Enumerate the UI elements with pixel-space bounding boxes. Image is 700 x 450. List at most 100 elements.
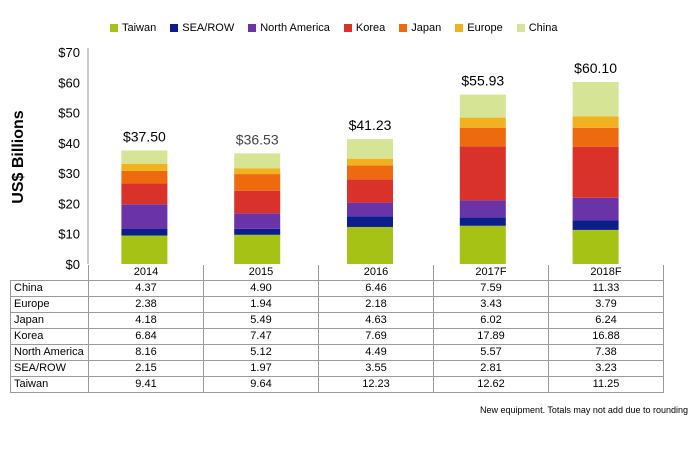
bar-total-label: $36.53 <box>236 131 279 147</box>
table-row-label: Korea <box>10 328 89 345</box>
table-cell: 2.15 <box>88 360 204 377</box>
footnote: New equipment. Totals may not add due to… <box>480 405 688 415</box>
bar-segment-china <box>234 153 281 169</box>
bar-segment-europe <box>459 117 506 128</box>
legend-swatch <box>399 24 408 32</box>
table-corner <box>10 265 89 281</box>
bar-segment-korea <box>572 146 619 198</box>
bar-segment-europe <box>347 158 393 166</box>
table-row: Taiwan 9.41 9.64 12.23 12.62 11.25 <box>10 376 664 393</box>
y-tick-label: $50 <box>58 106 80 121</box>
table-cell: 4.49 <box>318 344 434 361</box>
table-row: SEA/ROW 2.15 1.97 3.55 2.81 3.23 <box>10 360 664 377</box>
table-row: North America 8.16 5.12 4.49 5.57 7.38 <box>10 344 664 361</box>
legend-item: Korea <box>343 22 386 34</box>
bar-segment-japan <box>234 174 281 191</box>
bar-segment-north-america <box>347 202 393 217</box>
table-cell: 8.16 <box>88 344 204 361</box>
y-tick-label: $20 <box>58 196 80 211</box>
legend-swatch <box>170 24 179 32</box>
table-cell: 1.97 <box>203 360 319 377</box>
chart-legend: Taiwan SEA/ROW North America Korea Japan Euro… <box>110 22 557 34</box>
table-row-label: Japan <box>10 312 89 329</box>
table-cell: 16.88 <box>548 328 664 345</box>
bar-total-label: $55.93 <box>461 73 504 89</box>
y-tick-label: $30 <box>58 166 80 181</box>
bar-total-label: $60.10 <box>574 60 617 76</box>
legend-swatch <box>343 24 352 32</box>
table-cell: 7.47 <box>203 328 319 345</box>
table-cell: 4.18 <box>88 312 204 329</box>
y-tick-label: $40 <box>58 136 80 151</box>
data-table: 2014 2015 2016 2017F 2018F China 4.37 4.90 6.46 7… <box>10 265 664 393</box>
legend-label: Japan <box>411 22 442 34</box>
table-column-header: 2018F <box>548 265 664 281</box>
bar-segment-japan <box>121 170 168 184</box>
table-row-label: Taiwan <box>10 376 89 393</box>
legend-swatch <box>248 24 257 32</box>
table-column-header: 2015 <box>203 265 319 281</box>
table-cell: 4.37 <box>88 280 204 297</box>
legend-item: China <box>516 22 558 34</box>
bar-segment-taiwan <box>572 229 619 264</box>
table-row: Japan 4.18 5.49 4.63 6.02 6.24 <box>10 312 664 329</box>
table-cell: 9.41 <box>88 376 204 393</box>
bar-segment-north-america <box>459 200 506 218</box>
table-cell: 2.81 <box>433 360 549 377</box>
table-cell: 17.89 <box>433 328 549 345</box>
table-cell: 1.94 <box>203 296 319 313</box>
bar-segment-japan <box>572 127 619 147</box>
legend-item: North America <box>248 22 330 34</box>
table-cell: 3.55 <box>318 360 434 377</box>
legend-label: Taiwan <box>122 22 157 34</box>
table-cell: 12.62 <box>433 376 549 393</box>
table-row-label: SEA/ROW <box>10 360 89 377</box>
bar-segment-korea <box>459 146 506 201</box>
legend-label: North America <box>260 22 330 34</box>
bar-segment-sea-row <box>459 217 506 226</box>
table-column-header: 2014 <box>88 265 204 281</box>
legend-label: China <box>528 22 558 34</box>
table-cell: 12.23 <box>318 376 434 393</box>
legend-item: Japan <box>399 22 441 34</box>
bar-segment-europe <box>234 168 281 175</box>
table-row: China 4.37 4.90 6.46 7.59 11.33 <box>10 280 664 297</box>
bar-segment-japan <box>459 127 506 147</box>
table-cell: 5.12 <box>203 344 319 361</box>
table-row-label: China <box>10 280 89 297</box>
bar-segment-sea-row <box>234 228 281 235</box>
table-cell: 6.84 <box>88 328 204 345</box>
legend-swatch <box>516 24 525 32</box>
bar-segment-taiwan <box>234 234 281 264</box>
table-column-header: 2016 <box>318 265 434 281</box>
table-row: Korea 6.84 7.47 7.69 17.89 16.88 <box>10 328 664 345</box>
table-cell: 7.38 <box>548 344 664 361</box>
bar-segment-taiwan <box>459 225 506 264</box>
table-row: Europe 2.38 1.94 2.18 3.43 3.79 <box>10 296 664 313</box>
y-tick-label: $70 <box>58 45 80 60</box>
table-cell: 4.90 <box>203 280 319 297</box>
bar-segment-europe <box>572 116 619 128</box>
bar-total-label: $37.50 <box>123 128 166 144</box>
bar-segment-sea-row <box>121 228 168 236</box>
bar-segment-korea <box>234 190 281 214</box>
bar-segment-north-america <box>572 197 619 221</box>
legend-label: SEA/ROW <box>182 22 235 34</box>
bar-segment-china <box>347 139 393 159</box>
bar-segment-china <box>459 94 506 118</box>
legend-item: Taiwan <box>110 22 156 34</box>
table-cell: 3.79 <box>548 296 664 313</box>
bar-segment-north-america <box>121 204 168 229</box>
table-cell: 6.02 <box>433 312 549 329</box>
bar-total-label: $41.23 <box>349 117 392 133</box>
table-column-header: 2017F <box>433 265 549 281</box>
table-cell: 11.33 <box>548 280 664 297</box>
bar-segment-europe <box>121 163 168 171</box>
table-row-label: Europe <box>10 296 89 313</box>
bar-segment-japan <box>347 165 393 180</box>
y-tick-label: $60 <box>58 75 80 90</box>
bar-segment-north-america <box>234 213 281 229</box>
table-cell: 9.64 <box>203 376 319 393</box>
legend-label: Korea <box>355 22 386 34</box>
table-cell: 3.23 <box>548 360 664 377</box>
